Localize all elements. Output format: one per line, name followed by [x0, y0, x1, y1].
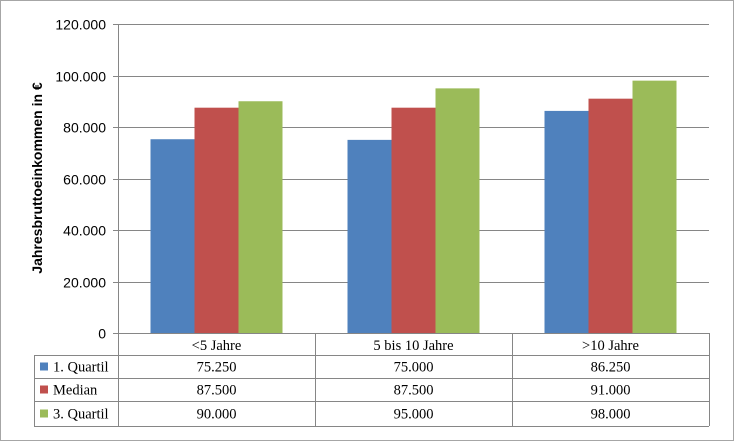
bar	[150, 139, 195, 333]
bar	[238, 101, 283, 333]
bar	[588, 98, 633, 333]
y-tick-labels: 0 20.000 40.000 60.000 80.000 100.000 120.000	[55, 17, 106, 342]
data-label: 98.000	[591, 407, 631, 423]
series-name: 3. Quartil	[53, 407, 109, 423]
category-label: >10 Jahre	[582, 338, 639, 354]
data-label: 95.000	[394, 407, 434, 423]
category-label: <5 Jahre	[192, 338, 242, 354]
data-label: 75.000	[394, 360, 434, 376]
data-label: 87.500	[394, 383, 434, 399]
data-label: 90.000	[197, 407, 237, 423]
data-label: 75.250	[197, 360, 237, 376]
legend-key	[40, 362, 48, 371]
y-tick-label: 80.000	[63, 120, 106, 136]
bar	[347, 139, 392, 333]
series-name: Median	[53, 383, 98, 399]
bar	[544, 110, 589, 333]
bar	[391, 107, 436, 333]
y-axis-title: Jahresbruttoeinkommen in €	[29, 82, 45, 274]
legend-key	[40, 409, 48, 418]
data-label: 87.500	[197, 383, 237, 399]
series-name: 1. Quartil	[53, 360, 109, 376]
y-tick-label: 20.000	[63, 275, 106, 291]
data-label: 86.250	[591, 360, 631, 376]
bar	[632, 80, 677, 334]
y-tick-label: 100.000	[55, 69, 106, 85]
y-tick-label: 120.000	[55, 17, 106, 33]
y-tick-label: 40.000	[63, 223, 106, 239]
data-label: 91.000	[591, 383, 631, 399]
y-tick-label: 60.000	[63, 172, 106, 188]
legend-key	[40, 385, 48, 394]
bars	[150, 80, 677, 334]
category-label: 5 bis 10 Jahre	[373, 338, 453, 354]
bar	[194, 107, 239, 333]
data-table: <5 Jahre 5 bis 10 Jahre >10 Jahre 1. Quarti…	[34, 333, 710, 427]
bar	[435, 88, 480, 333]
y-tick-label: 0	[98, 326, 106, 342]
